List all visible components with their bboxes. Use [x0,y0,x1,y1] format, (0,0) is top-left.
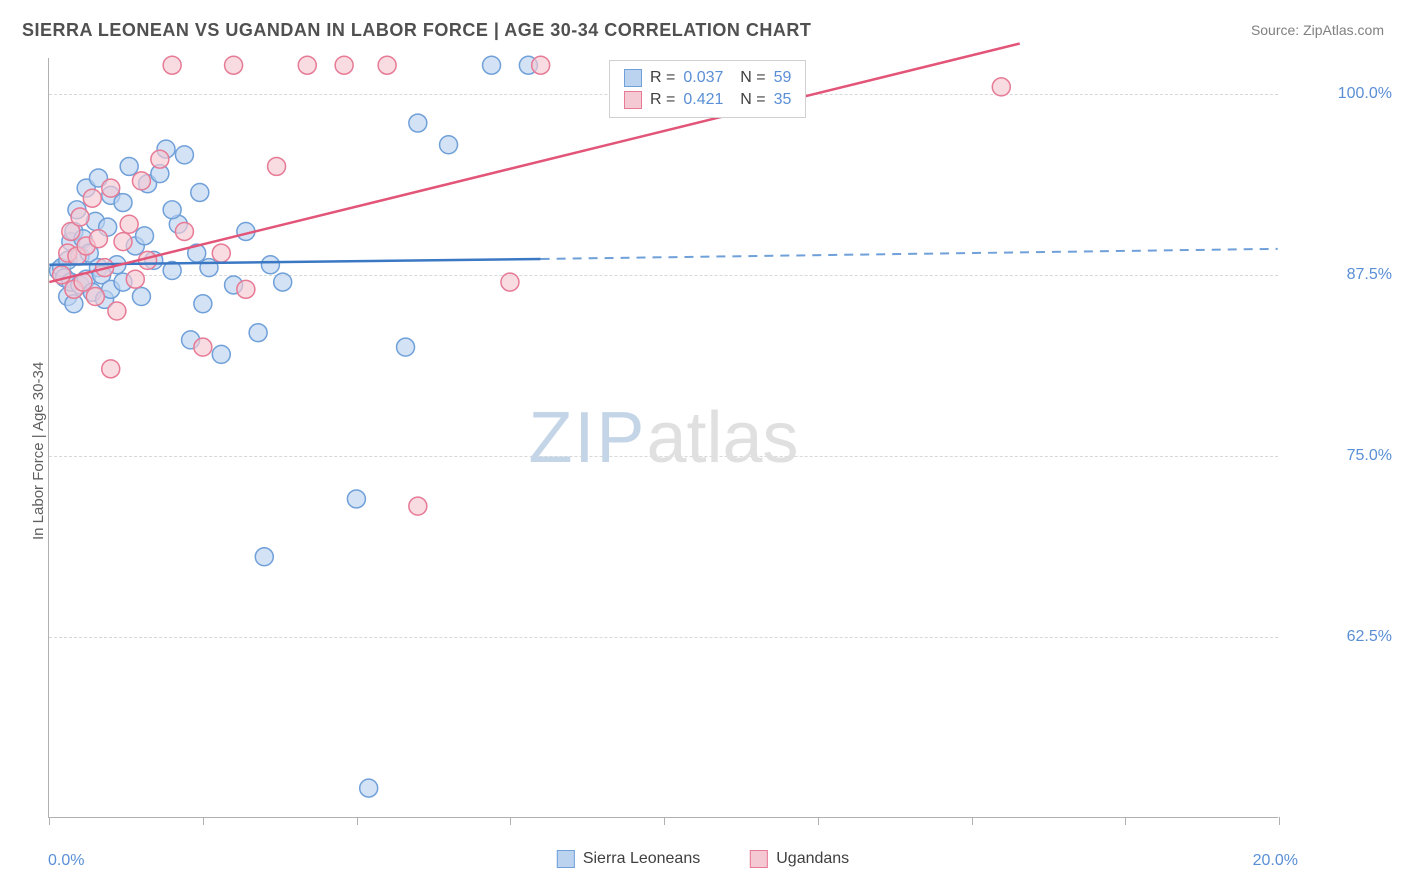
scatter-point [360,779,378,797]
scatter-point [114,194,132,212]
x-axis-min-label: 0.0% [48,852,84,870]
legend-n-value-0: 59 [774,69,792,87]
scatter-point [212,244,230,262]
source-attribution: Source: ZipAtlas.com [1251,22,1384,38]
legend-n-label: N = [731,69,765,87]
x-tick [818,817,819,825]
legend-r-label: R = [650,91,675,109]
scatter-point [992,78,1010,96]
scatter-point [86,288,104,306]
regression-line [49,44,1019,283]
regression-line-extrapolated [541,249,1278,259]
scatter-point [440,136,458,154]
scatter-point [194,295,212,313]
y-axis-title: In Labor Force | Age 30-34 [30,362,47,540]
scatter-point [114,233,132,251]
scatter-point [83,189,101,207]
y-tick-label: 100.0% [1338,85,1392,103]
plot-area: ZIPatlas R = 0.037 N = 59 R = 0.421 N = … [48,58,1278,818]
scatter-point [191,183,209,201]
legend-item-0: Sierra Leoneans [557,850,700,868]
scatter-point [335,56,353,74]
legend-bottom-label-1: Ugandans [776,850,849,868]
scatter-point [501,273,519,291]
scatter-point [136,227,154,245]
scatter-point [163,56,181,74]
legend-bottom-label-0: Sierra Leoneans [583,850,700,868]
scatter-point [225,56,243,74]
scatter-point [71,208,89,226]
scatter-point [163,201,181,219]
chart-title: SIERRA LEONEAN VS UGANDAN IN LABOR FORCE… [22,20,811,41]
scatter-point [249,324,267,342]
scatter-point [409,497,427,515]
legend-r-label: R = [650,69,675,87]
scatter-point [298,56,316,74]
x-tick [510,817,511,825]
legend-swatch-1 [624,91,642,109]
scatter-point [151,150,169,168]
scatter-point [347,490,365,508]
x-tick [203,817,204,825]
legend-row-series-0: R = 0.037 N = 59 [624,67,791,89]
scatter-point [102,360,120,378]
y-tick-label: 62.5% [1347,628,1392,646]
x-tick [1125,817,1126,825]
scatter-point [102,179,120,197]
scatter-point [378,56,396,74]
legend-row-series-1: R = 0.421 N = 35 [624,89,791,111]
legend-n-value-1: 35 [774,91,792,109]
x-tick [357,817,358,825]
x-tick [664,817,665,825]
x-tick [49,817,50,825]
legend-bottom-swatch-1 [750,850,768,868]
legend-item-1: Ugandans [750,850,849,868]
scatter-point [255,548,273,566]
scatter-point [261,256,279,274]
scatter-point [126,270,144,288]
scatter-point [175,146,193,164]
legend-swatch-0 [624,69,642,87]
scatter-point [409,114,427,132]
x-axis-max-label: 20.0% [1253,852,1298,870]
x-tick [1279,817,1280,825]
correlation-legend: R = 0.037 N = 59 R = 0.421 N = 35 [609,60,806,118]
scatter-point [532,56,550,74]
scatter-point [397,338,415,356]
scatter-point [89,230,107,248]
scatter-point [120,215,138,233]
chart-svg [49,58,1278,817]
legend-r-value-1: 0.421 [683,91,723,109]
scatter-point [108,302,126,320]
series-legend: Sierra Leoneans Ugandans [557,850,849,868]
scatter-point [237,280,255,298]
scatter-point [483,56,501,74]
scatter-point [194,338,212,356]
scatter-point [212,345,230,363]
scatter-point [132,288,150,306]
y-tick-label: 75.0% [1347,447,1392,465]
legend-r-value-0: 0.037 [683,69,723,87]
scatter-point [200,259,218,277]
scatter-point [175,222,193,240]
scatter-point [132,172,150,190]
x-tick [972,817,973,825]
scatter-point [120,157,138,175]
legend-bottom-swatch-0 [557,850,575,868]
scatter-point [274,273,292,291]
scatter-point [268,157,286,175]
y-tick-label: 87.5% [1347,266,1392,284]
legend-n-label: N = [731,91,765,109]
